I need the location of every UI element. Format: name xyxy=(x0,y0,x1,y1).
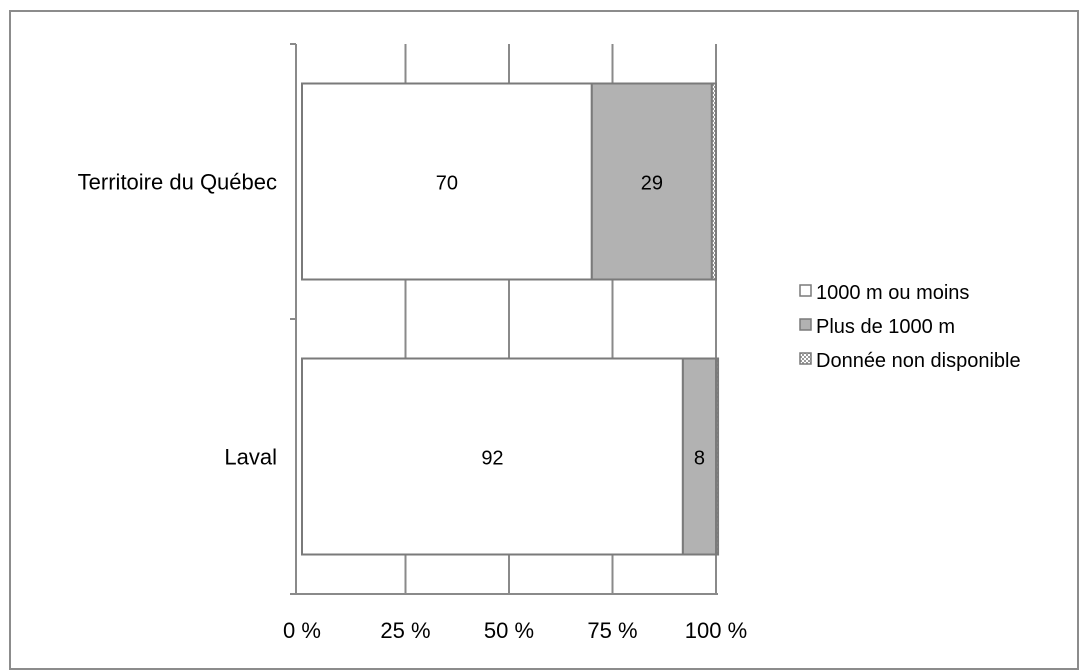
legend-swatch xyxy=(799,318,812,331)
x-tick-label: 75 % xyxy=(587,618,637,643)
stacked-bar-chart: 0 % 25 % 50 % 75 % 100 % 70 29 Territoire du Qu… xyxy=(78,43,1021,644)
x-tick-label: 0 % xyxy=(283,618,321,643)
legend-label: Plus de 1000 m xyxy=(816,316,955,338)
x-tick-label: 100 % xyxy=(685,618,747,643)
labels: 0 % 25 % 50 % 75 % 100 % 70 29 Territoire du Qu… xyxy=(78,170,748,644)
legend: 1000 m ou moins Plus de 1000 m Donnée non … xyxy=(799,282,1021,372)
category-label: Laval xyxy=(224,445,277,470)
category-label: Territoire du Québec xyxy=(78,170,277,195)
x-tick-label: 50 % xyxy=(484,618,534,643)
bar-segment xyxy=(710,82,717,281)
data-label: 92 xyxy=(481,448,503,470)
x-tick-label: 25 % xyxy=(380,618,430,643)
bar-segment xyxy=(301,357,684,556)
data-label: 70 xyxy=(436,173,458,195)
bars xyxy=(301,82,720,556)
legend-label: Donnée non disponible xyxy=(816,350,1021,372)
axes xyxy=(290,43,718,595)
legend-label: 1000 m ou moins xyxy=(816,282,969,304)
bar-segment xyxy=(715,357,720,556)
legend-swatch xyxy=(799,352,812,365)
data-label: 29 xyxy=(641,173,663,195)
legend-swatch xyxy=(799,284,812,297)
bar-segment xyxy=(301,82,593,281)
data-label: 8 xyxy=(694,448,705,470)
bar-segment xyxy=(590,82,713,281)
